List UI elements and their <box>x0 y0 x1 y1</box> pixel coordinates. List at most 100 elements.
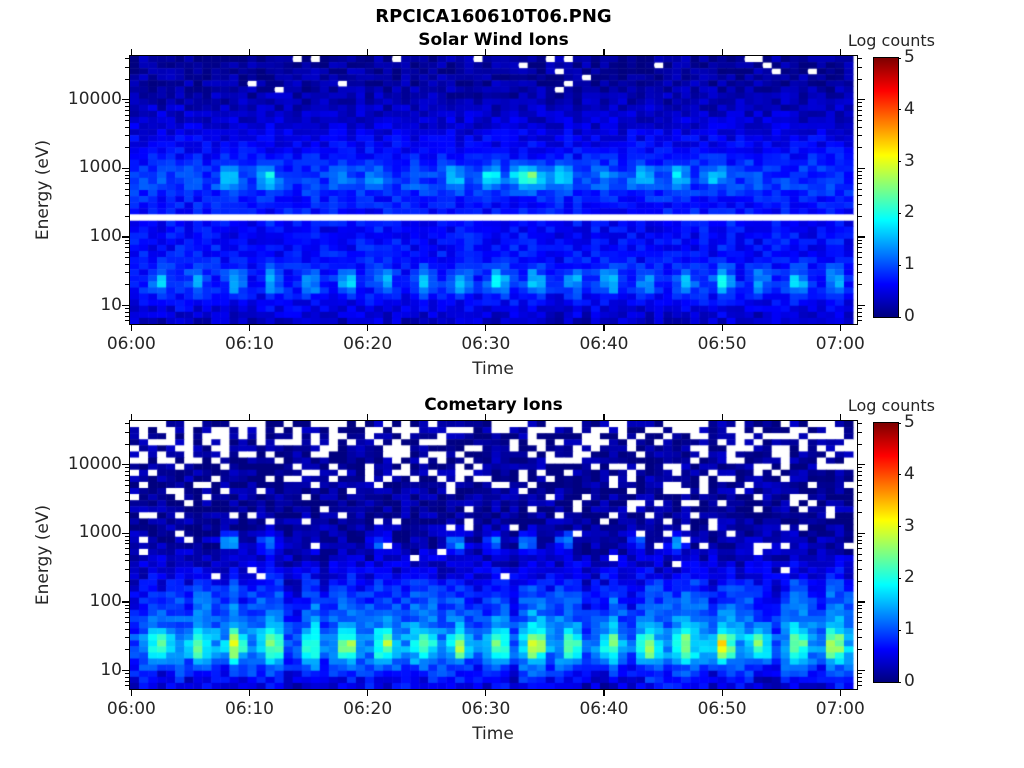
colorbar-tick <box>898 526 901 528</box>
y-minor-tick <box>125 308 129 310</box>
spectrogram-cometary <box>130 421 857 689</box>
colorbar-tick <box>898 57 901 59</box>
y-tick-label: 1000 <box>78 157 122 178</box>
y-tick <box>122 304 129 307</box>
plot-frame-solar-wind <box>129 55 858 325</box>
x-tick-label: 06:00 <box>106 699 156 719</box>
x-tick <box>485 414 487 420</box>
y-minor-tick <box>125 320 129 322</box>
y-minor-tick <box>858 608 862 610</box>
y-axis-label-cometary: Energy (eV) <box>33 504 53 606</box>
colorbar-tick <box>898 264 901 266</box>
colorbar-tick-label: 4 <box>904 463 915 484</box>
y-minor-tick <box>858 135 862 137</box>
y-minor-tick <box>858 257 862 259</box>
y-minor-tick <box>858 126 862 128</box>
colorbar-tick <box>898 316 901 318</box>
y-minor-tick <box>125 612 129 614</box>
y-minor-tick <box>125 178 129 180</box>
y-minor-tick <box>125 239 129 241</box>
y-tick <box>122 601 129 603</box>
y-minor-tick <box>858 320 862 322</box>
y-minor-tick <box>858 272 862 274</box>
y-minor-tick <box>125 174 129 176</box>
colorbar-tick <box>898 422 901 424</box>
y-minor-tick <box>125 543 129 545</box>
y-minor-tick <box>125 66 129 68</box>
y-minor-tick <box>858 58 862 59</box>
y-tick <box>858 669 865 672</box>
y-minor-tick <box>858 543 862 545</box>
y-minor-tick <box>125 203 129 205</box>
y-minor-tick <box>858 308 862 310</box>
y-minor-tick <box>125 470 129 472</box>
y-minor-tick <box>125 183 129 185</box>
spectrogram-solar-wind <box>130 56 857 324</box>
y-tick-label: 10000 <box>67 453 122 474</box>
y-minor-tick <box>125 423 129 424</box>
x-tick <box>839 690 841 696</box>
x-tick <box>603 690 605 696</box>
x-tick-label: 07:00 <box>815 334 865 354</box>
x-tick-label: 06:30 <box>461 334 511 354</box>
y-minor-tick <box>125 608 129 610</box>
y-minor-tick <box>858 114 862 116</box>
x-tick <box>130 414 132 420</box>
y-minor-tick <box>125 311 129 313</box>
y-minor-tick <box>125 247 129 249</box>
y-minor-tick <box>125 628 129 630</box>
y-minor-tick <box>125 135 129 137</box>
y-minor-tick <box>858 673 862 675</box>
y-minor-tick <box>125 474 129 476</box>
y-minor-tick <box>858 239 862 241</box>
y-tick <box>122 99 129 101</box>
y-tick <box>122 236 129 238</box>
y-minor-tick <box>125 109 129 111</box>
y-minor-tick <box>858 423 862 424</box>
x-tick <box>721 49 723 55</box>
y-tick-label: 100 <box>89 225 122 246</box>
x-tick <box>603 325 605 331</box>
y-minor-tick <box>858 512 862 514</box>
y-minor-tick <box>125 431 129 433</box>
y-tick <box>858 236 865 238</box>
x-tick <box>603 49 605 55</box>
y-minor-tick <box>858 580 862 582</box>
panel-title-solar-wind: Solar Wind Ions <box>418 30 569 50</box>
y-minor-tick <box>858 479 862 481</box>
y-minor-tick <box>858 109 862 111</box>
y-minor-tick <box>125 263 129 265</box>
y-minor-tick <box>858 568 862 570</box>
panel-title-cometary: Cometary Ions <box>424 395 563 415</box>
y-minor-tick <box>858 178 862 180</box>
colorbar-tick-label: 1 <box>904 619 915 640</box>
y-tick <box>858 532 865 534</box>
y-minor-tick <box>858 105 862 107</box>
x-tick <box>603 414 605 420</box>
x-tick <box>248 414 251 420</box>
x-tick-label: 06:40 <box>579 699 629 719</box>
y-minor-tick <box>125 272 129 274</box>
x-tick-label: 06:20 <box>343 699 393 719</box>
colorbar-frame-top <box>873 57 899 318</box>
y-tick <box>122 532 129 534</box>
colorbar-frame-bottom <box>873 422 899 683</box>
y-minor-tick <box>858 174 862 176</box>
y-minor-tick <box>858 560 862 562</box>
figure-title: RPCICA160610T06.PNG <box>375 6 612 27</box>
y-minor-tick <box>858 443 862 445</box>
colorbar-tick-label: 0 <box>904 671 915 691</box>
y-minor-tick <box>125 215 129 217</box>
y-minor-tick <box>858 470 862 472</box>
x-tick <box>367 414 369 420</box>
y-minor-tick <box>858 66 862 68</box>
y-minor-tick <box>125 119 129 121</box>
y-minor-tick <box>125 443 129 445</box>
y-minor-tick <box>858 315 862 317</box>
y-minor-tick <box>858 203 862 205</box>
colorbar-tick <box>898 212 901 214</box>
y-minor-tick <box>125 188 129 190</box>
colorbar-bottom <box>874 423 898 682</box>
y-minor-tick <box>125 548 129 550</box>
